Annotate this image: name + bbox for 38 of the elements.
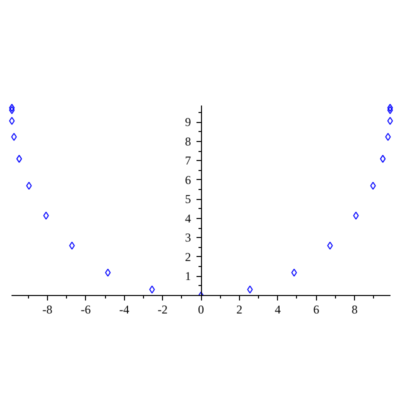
point — [385, 132, 391, 141]
x-tick-label: -8 — [42, 302, 52, 316]
point — [16, 154, 22, 163]
x-tick-label: 8 — [352, 302, 358, 316]
y-tick-label: 4 — [185, 212, 191, 226]
x-tick-label: 2 — [236, 302, 242, 316]
point — [69, 242, 75, 250]
point — [9, 116, 15, 125]
x-tick-label: 0 — [198, 302, 204, 316]
point — [43, 212, 49, 220]
point — [327, 242, 333, 250]
y-tick-label: 2 — [185, 250, 191, 264]
y-tick-label: 1 — [185, 269, 191, 284]
x-tick-label: 6 — [313, 302, 320, 316]
point — [149, 286, 155, 294]
point — [291, 268, 297, 277]
x-tick-label: -6 — [80, 302, 91, 316]
point — [105, 268, 111, 277]
y-tick-label: 8 — [185, 134, 191, 148]
y-tick-label: 7 — [185, 154, 191, 168]
point — [9, 104, 15, 112]
point — [9, 106, 15, 114]
point — [387, 106, 393, 114]
point — [387, 104, 393, 112]
point — [26, 182, 32, 190]
point — [380, 154, 386, 163]
point — [387, 116, 393, 125]
y-tick-label: 6 — [185, 173, 191, 187]
y-tick-label: 9 — [185, 115, 191, 130]
point — [11, 132, 17, 141]
y-tick-label: 5 — [185, 192, 191, 206]
x-tick-label: -4 — [119, 302, 130, 316]
x-tick-label: -2 — [158, 302, 168, 316]
x-tick-label: 4 — [274, 302, 281, 316]
point — [247, 286, 253, 294]
point — [370, 182, 376, 190]
point — [353, 212, 359, 220]
y-tick-label: 3 — [185, 230, 191, 245]
